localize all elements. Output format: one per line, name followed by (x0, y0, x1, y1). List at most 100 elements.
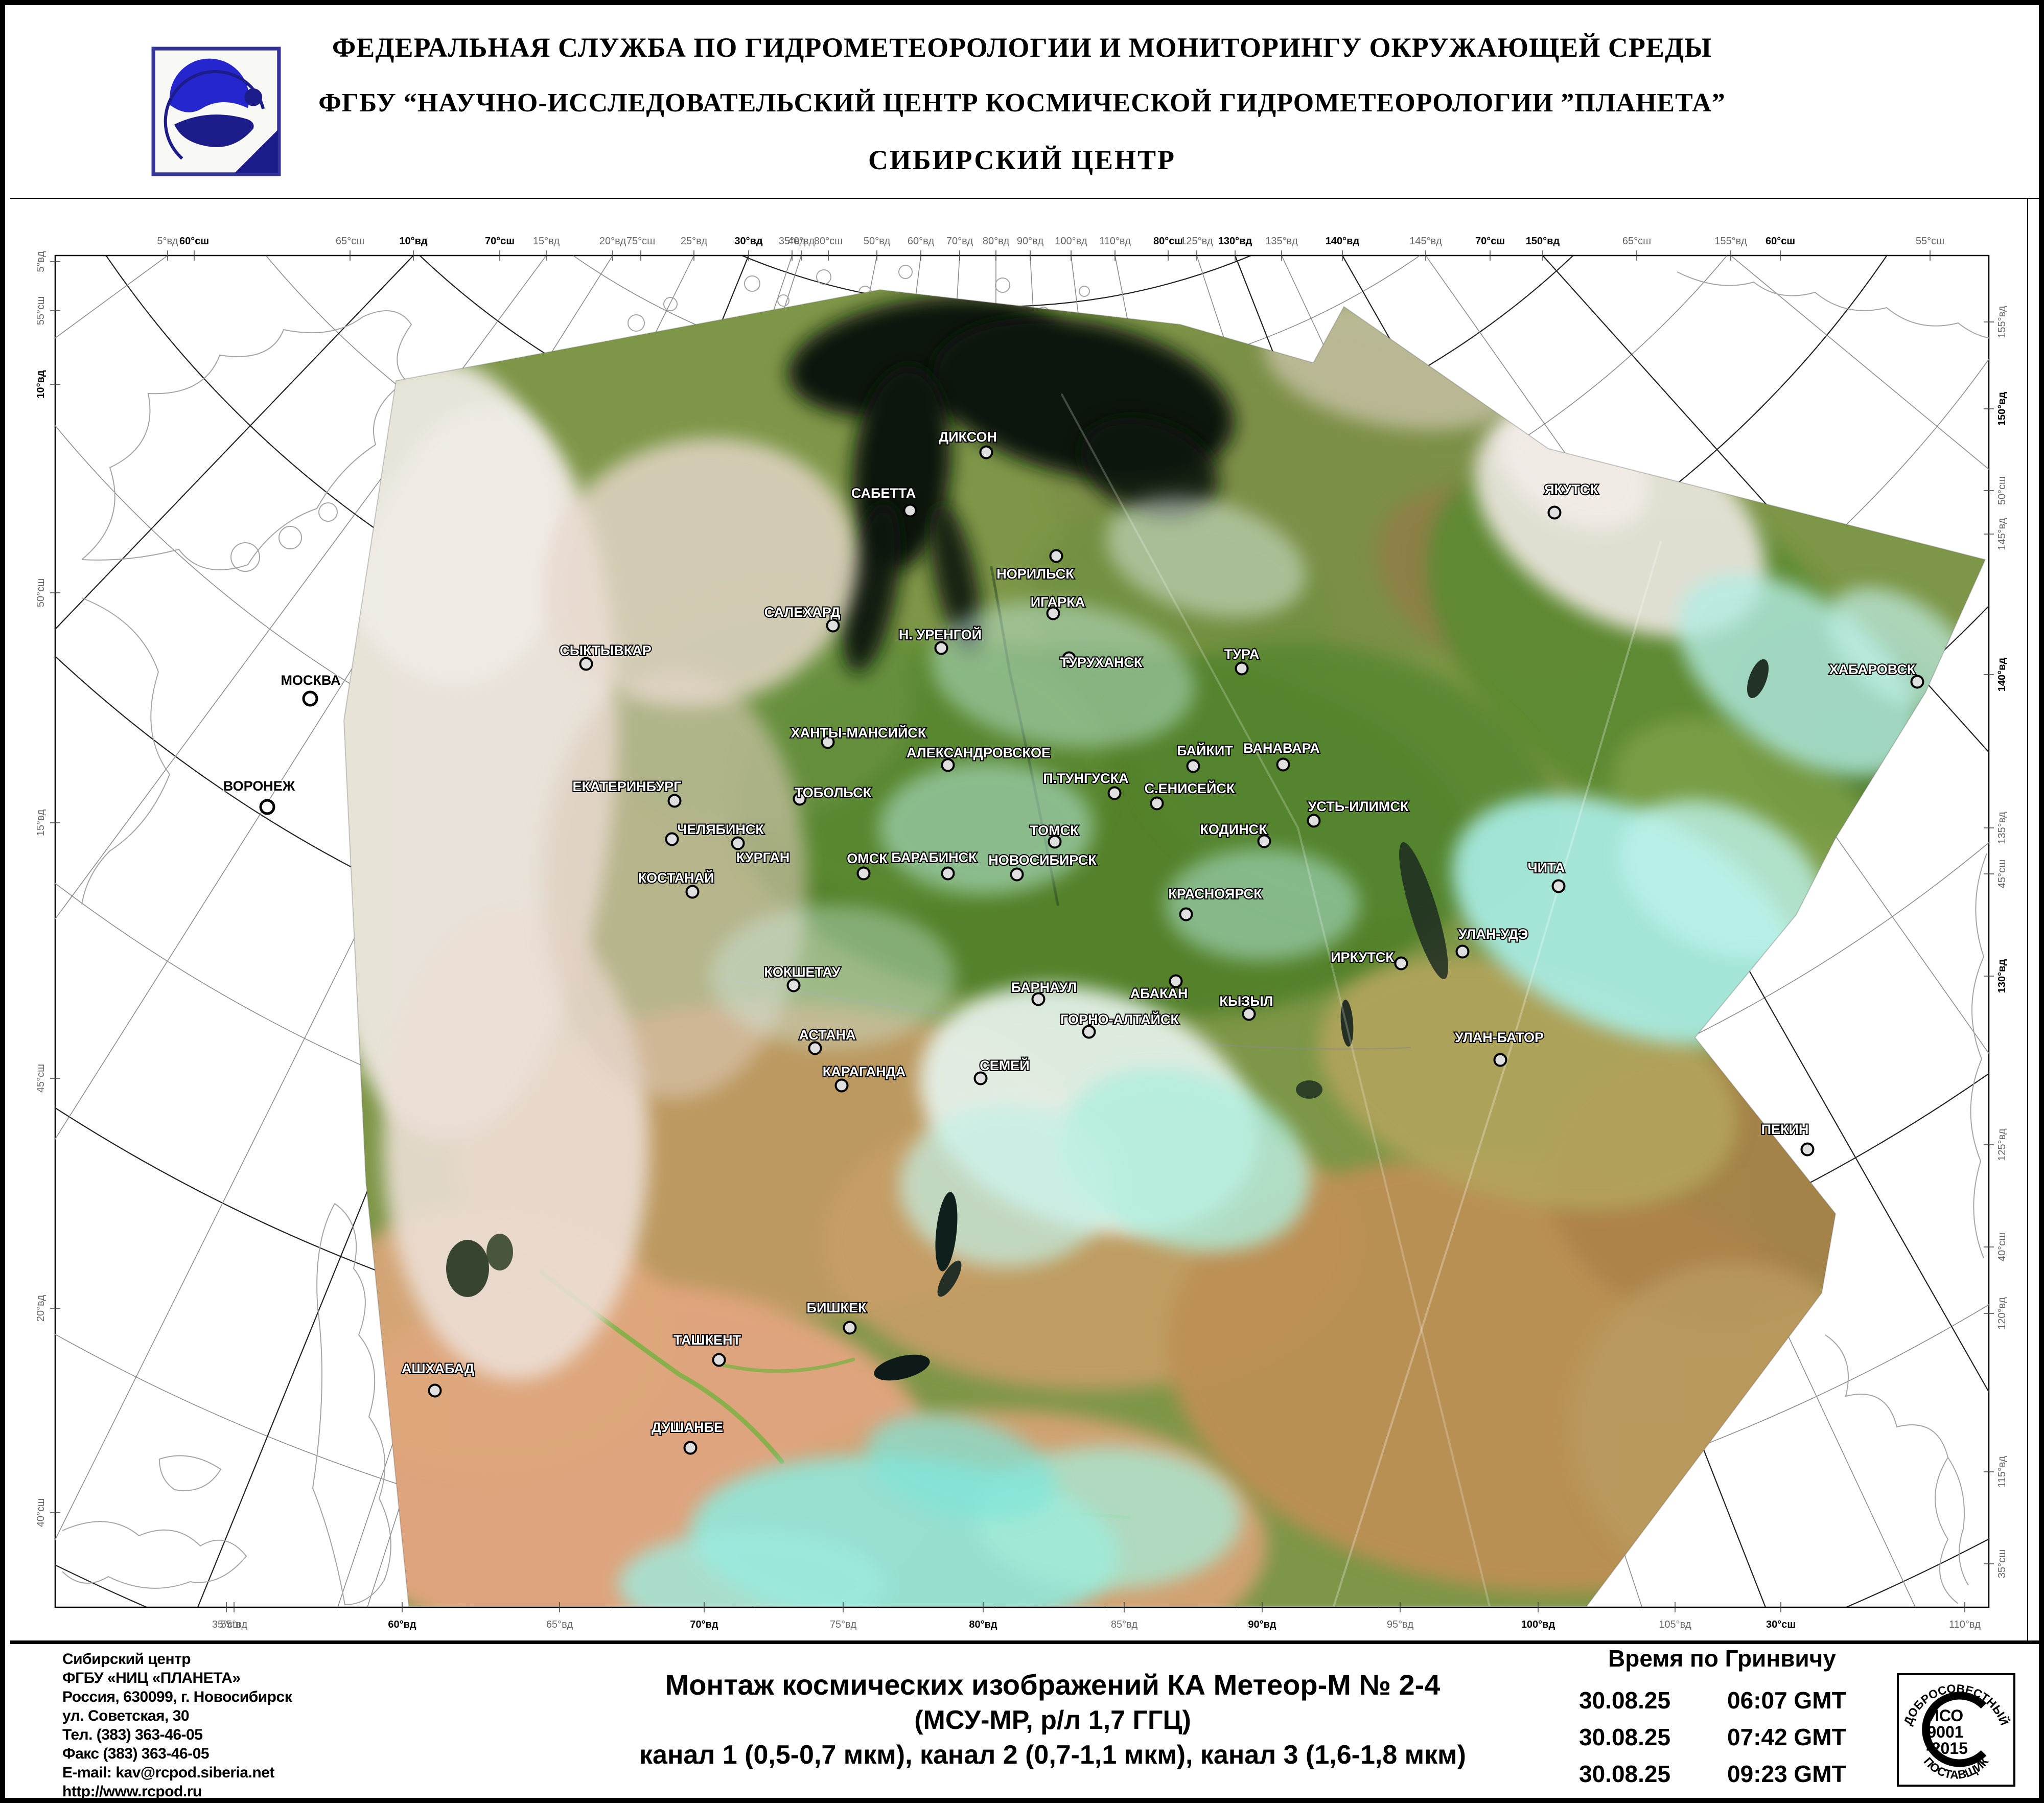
city-label: АЛЕКСАНДРОВСКОЕ (907, 745, 1051, 760)
terrain-path (1333, 541, 1662, 1606)
satellite-imagery-layer (344, 290, 1985, 1606)
city-marker: УСТЬ-ИЛИМСК (1307, 798, 1410, 828)
city-dot (973, 1071, 988, 1085)
gmt-time: 09:23 GMT (1727, 1761, 1846, 1787)
city-label: ИГАРКА (1031, 594, 1085, 610)
graticule-label: 120°вд (1996, 1297, 2008, 1330)
terrain-path (718, 1357, 855, 1373)
graticule-labels-layer: 5°вд 60°сш 65°сш 10°вд 70°сш 15°вд 20°вд 75°сш 2… (35, 236, 2008, 1630)
city-dot (934, 641, 948, 655)
coastline-arctic-coast-east (1677, 271, 1989, 339)
city-dot (1547, 505, 1562, 520)
city-marker: КРАСНОЯРСК (1167, 885, 1263, 921)
graticule-label: 70°сш (485, 236, 515, 247)
graticule-label: 70°вд (690, 1619, 718, 1630)
city-label: ОМСК (847, 851, 888, 866)
city-label: ПЕКИН (1761, 1122, 1809, 1137)
city-label: ЧИТА (1528, 860, 1565, 875)
island-outline (1079, 286, 1090, 297)
graticule-label: 25°вд (681, 236, 708, 247)
graticule-label: 105°вд (1659, 1619, 1691, 1630)
city-marker: САЛЕХАРД (763, 604, 841, 633)
terrain-blob (879, 761, 1094, 894)
terrain-blob (1296, 1080, 1322, 1099)
city-label: ЕКАТЕРИНБУРГ (573, 779, 682, 794)
graticule-label: 50°вд (864, 236, 891, 247)
city-marker: НОРИЛЬСК (995, 549, 1075, 583)
city-dot (1049, 549, 1063, 563)
city-dot (1062, 651, 1076, 665)
city-label: САБЕТТА (851, 486, 916, 501)
city-label: ТОБОЛЬСК (795, 785, 872, 800)
city-label: САЛЕХАРД (764, 605, 841, 620)
logo-triangle (234, 129, 278, 173)
city-marker: САБЕТТА (850, 484, 917, 518)
coastline-layer (62, 265, 1989, 1606)
city-marker: АСТАНА (798, 1026, 856, 1055)
city-label: ТУРА (1224, 646, 1259, 662)
terrain-blob (937, 1260, 962, 1297)
city-dot (941, 758, 955, 772)
city-dot (1010, 867, 1024, 882)
terrain-blob (1080, 418, 1219, 518)
city-marker: КОКШЕТАУ (763, 963, 842, 992)
contact-line: Сибирский центр (62, 1651, 191, 1668)
graticule-label: 135°вд (1996, 812, 2008, 844)
city-marker: ТУРУХАНСК (1059, 651, 1144, 671)
city-label: БАРАБИНСК (891, 850, 977, 865)
city-marker: ВОРОНЕЖ (222, 778, 296, 815)
contact-line: ул. Советская, 30 (62, 1707, 190, 1724)
coastline-black-sea (62, 1521, 247, 1589)
city-marker: КЫЗЫЛ (1218, 992, 1274, 1021)
city-label: П.ТУНГУСКА (1043, 771, 1128, 786)
graticule-label: 65°сш (336, 236, 364, 247)
city-label: ТУРУХАНСК (1060, 655, 1143, 670)
graticule-label: 10°вд (35, 370, 47, 399)
city-label: ДУШАНБЕ (652, 1420, 723, 1435)
city-label: БИШКЕК (807, 1300, 867, 1315)
graticule-label: 35°вд (779, 236, 806, 247)
city-marker: СЫКТЫВКАР (559, 642, 653, 671)
city-dot (821, 735, 835, 749)
city-label: ГОРНО-АЛТАЙСК (1060, 1011, 1179, 1027)
city-dot (834, 1078, 849, 1093)
contact-line: Тел. (383) 363-46-05 (62, 1726, 203, 1743)
graticule-label: 65°сш (1622, 236, 1651, 247)
city-label: ХАБАРОВСК (1829, 662, 1916, 677)
gmt-date: 30.08.25 (1579, 1761, 1671, 1787)
city-label: КЫЗЫЛ (1219, 993, 1273, 1009)
coastline-scandinavia-white-sea (81, 310, 412, 570)
gmt-row: 30.08.25 07:42 GMT (1579, 1723, 1865, 1751)
city-dot (667, 794, 682, 808)
graticule-label: 70°вд (946, 236, 973, 247)
city-marker: П.ТУНГУСКА (1042, 770, 1130, 800)
graticule-label: 20°вд (35, 1295, 47, 1322)
city-marker: БАРНАУЛ (1010, 979, 1078, 1006)
graticule-label: 10°вд (399, 236, 428, 247)
island-outline (744, 275, 760, 292)
map-content (55, 256, 1989, 1607)
city-label: КУРГАН (736, 850, 790, 865)
island-outline (628, 314, 645, 332)
city-dot (1235, 661, 1249, 676)
graticule-label: 75°сш (626, 236, 655, 247)
city-dot (903, 503, 917, 518)
city-dot (1455, 944, 1470, 959)
city-dot (1150, 796, 1164, 811)
city-marker: ВАНАВАРА (1242, 739, 1321, 772)
city-dot (685, 885, 700, 899)
city-label: АШХАБАД (402, 1361, 474, 1376)
island-outline (995, 278, 1010, 293)
terrain-blob (486, 1234, 513, 1270)
city-marker: ДУШАНБЕ (651, 1419, 724, 1455)
city-marker: ТАШКЕНТ (672, 1331, 742, 1367)
city-dot (1186, 759, 1200, 773)
city-dot (1179, 907, 1193, 921)
coastline-caspian (312, 1203, 391, 1606)
graticule-label: 140°вд (1996, 658, 2008, 692)
graticule-label: 100°вд (1055, 236, 1087, 247)
city-label: ТАШКЕНТ (673, 1332, 741, 1348)
graticule-label: 90°вд (1017, 236, 1044, 247)
terrain-blob (1165, 848, 1359, 961)
